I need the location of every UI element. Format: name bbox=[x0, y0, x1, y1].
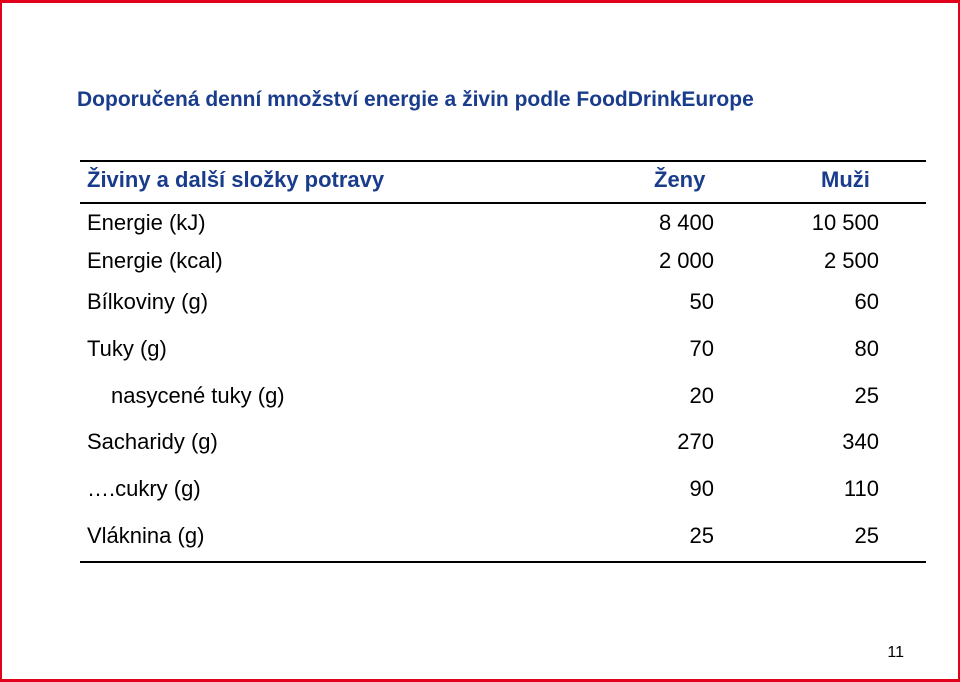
table-row: Bílkoviny (g) 50 60 bbox=[0, 287, 960, 317]
row-men: 2 500 bbox=[823, 248, 879, 273]
row-women: 2 000 bbox=[658, 248, 714, 273]
row-men: 80 bbox=[854, 336, 879, 361]
table-row: Sacharidy (g) 270 340 bbox=[0, 427, 960, 457]
row-name: nasycené tuky (g) bbox=[111, 383, 285, 408]
row-name: Energie (kcal) bbox=[87, 248, 223, 273]
row-name: Vláknina (g) bbox=[87, 523, 205, 548]
slide-border-right bbox=[958, 0, 960, 682]
row-men: 110 bbox=[843, 476, 879, 501]
row-men: 60 bbox=[854, 289, 879, 314]
row-women: 50 bbox=[689, 289, 714, 314]
slide-title: Doporučená denní množství energie a živi… bbox=[77, 88, 754, 111]
table-top-rule bbox=[80, 160, 926, 162]
row-women: 70 bbox=[689, 336, 714, 361]
slide-border-left bbox=[0, 0, 2, 682]
row-women: 25 bbox=[689, 523, 714, 548]
row-men: 340 bbox=[842, 429, 879, 454]
slide-border-bottom bbox=[0, 679, 960, 682]
table-row: Energie (kcal) 2 000 2 500 bbox=[0, 246, 960, 276]
table-row: Energie (kJ) 8 400 10 500 bbox=[0, 208, 960, 238]
table-row: Vláknina (g) 25 25 bbox=[0, 521, 960, 551]
row-women: 8 400 bbox=[658, 210, 714, 235]
header-nutrient: Živiny a další složky potravy bbox=[87, 167, 385, 192]
row-women: 270 bbox=[677, 429, 714, 454]
header-men: Muži bbox=[821, 167, 870, 192]
row-men: 25 bbox=[854, 383, 879, 408]
header-women: Ženy bbox=[654, 167, 706, 192]
table-row: nasycené tuky (g) 20 25 bbox=[0, 381, 960, 411]
table-row: Tuky (g) 70 80 bbox=[0, 334, 960, 364]
page-number: 11 bbox=[887, 644, 904, 661]
table-row: ….cukry (g) 90 110 bbox=[0, 474, 960, 504]
row-men: 25 bbox=[854, 523, 879, 548]
row-name: Sacharidy (g) bbox=[87, 429, 218, 454]
table-header-rule bbox=[80, 202, 926, 204]
slide-border-top bbox=[0, 0, 960, 3]
row-name: ….cukry (g) bbox=[87, 476, 201, 501]
row-women: 20 bbox=[689, 383, 714, 408]
row-name: Bílkoviny (g) bbox=[87, 289, 209, 314]
row-name: Energie (kJ) bbox=[87, 210, 206, 235]
row-women: 90 bbox=[689, 476, 714, 501]
row-name: Tuky (g) bbox=[87, 336, 167, 361]
row-men: 10 500 bbox=[811, 210, 879, 235]
table-bottom-rule bbox=[80, 561, 926, 563]
